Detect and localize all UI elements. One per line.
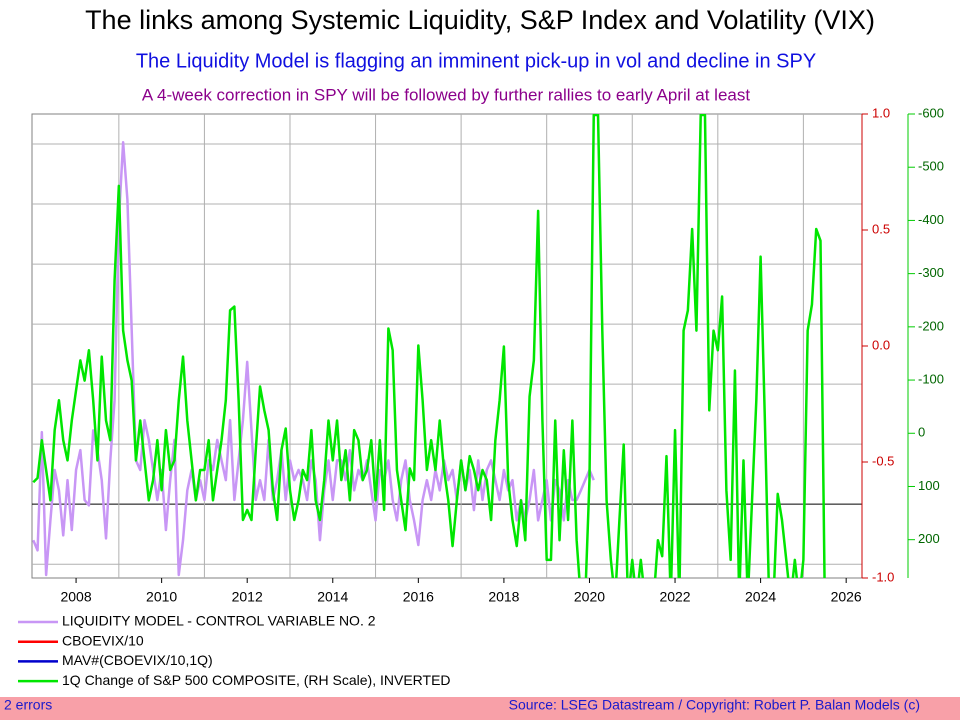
status-bar [0,697,960,720]
source-text: Source: LSEG Datastream / Copyright: Rob… [509,697,920,713]
legend-label: MAV#(CBOEVIX/10,1Q) [62,652,213,668]
x-tick-label: 2026 [831,589,862,605]
y3-tick-label: 1.0 [872,105,890,120]
y2-tick-label: -400 [918,212,944,227]
y2-tick-label: -500 [918,159,944,174]
x-tick-label: 2012 [232,589,263,605]
y2-tick-label: -300 [918,265,944,280]
x-tick-label: 2022 [659,589,690,605]
y2-tick-label: -100 [918,371,944,386]
series-line [32,114,826,578]
legend: LIQUIDITY MODEL - CONTROL VARIABLE NO. 2… [18,613,451,688]
legend-label: LIQUIDITY MODEL - CONTROL VARIABLE NO. 2 [62,613,376,629]
y2-tick-label: 0 [918,425,925,440]
y2-tick-label: 100 [918,478,940,493]
y2-tick-label: 200 [918,531,940,546]
x-tick-label: 2008 [60,589,91,605]
chart-title: The links among Systemic Liquidity, S&P … [85,5,875,35]
x-tick-label: 2020 [574,589,605,605]
y3-tick-label: -0.5 [872,453,894,468]
y3-tick-label: 0.5 [872,221,890,236]
legend-label: CBOEVIX/10 [62,632,144,648]
x-tick-label: 2010 [146,589,177,605]
y2-tick-label: -200 [918,318,944,333]
series-area [32,114,826,578]
x-tick-label: 2018 [488,589,519,605]
x-tick-label: 2016 [403,589,434,605]
axes: 2008 2010 2012 2014 2016 2018 2020 2022 2024 2026… [60,105,944,604]
x-tick-label: 2024 [745,589,776,605]
y2-tick-label: -600 [918,105,944,120]
y3-tick-label: -1.0 [872,569,894,584]
legend-label: 1Q Change of S&P 500 COMPOSITE, (RH Scal… [62,672,451,688]
y3-tick-label: 0.0 [872,337,890,352]
chart-subtitle: The Liquidity Model is flagging an immin… [136,50,816,72]
x-tick-label: 2014 [317,589,348,605]
annotation: A 4-week correction in SPY will be follo… [142,85,750,104]
status-text: 2 errors [4,697,52,713]
